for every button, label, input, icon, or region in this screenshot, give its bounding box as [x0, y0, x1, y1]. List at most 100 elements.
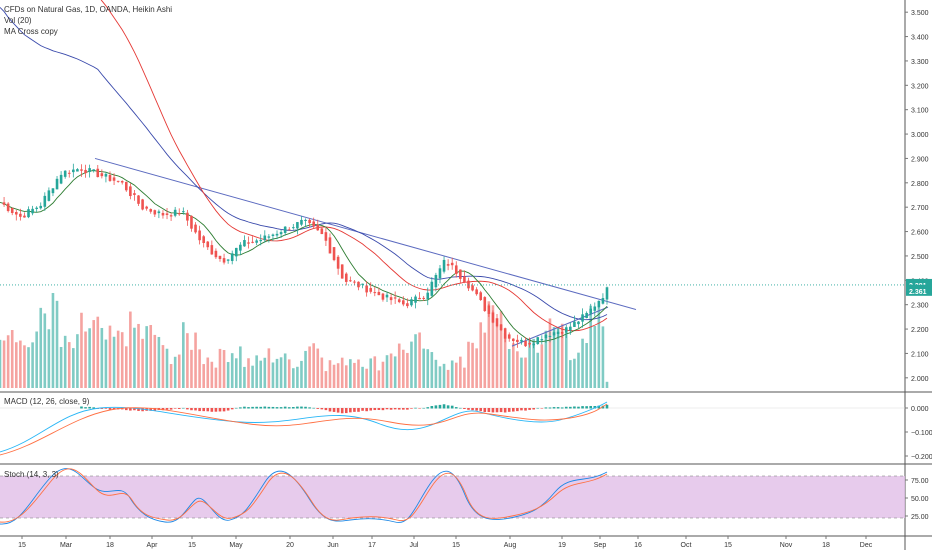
macd-histogram-bar [124, 408, 128, 411]
volume-bar [239, 346, 242, 388]
candle-body [6, 203, 10, 212]
macd-histogram-bar [512, 408, 515, 412]
volume-bar [141, 338, 144, 388]
candle-body [67, 172, 71, 174]
macd-histogram-bar [283, 406, 287, 409]
macd-histogram-bar [524, 408, 527, 411]
macd-histogram-bar [487, 408, 491, 413]
volume-bar [263, 357, 267, 388]
time-tick-label: 19 [558, 542, 566, 549]
volume-bar [202, 364, 205, 388]
trendline-resistance [94, 157, 637, 311]
candle-body [324, 232, 328, 241]
macd-histogram-bar [467, 408, 470, 410]
macd-histogram-bar [287, 407, 291, 409]
volume-bar [157, 336, 161, 388]
volume-bar [357, 359, 360, 388]
volume-bar [222, 350, 226, 388]
time-tick-label: 17 [368, 542, 376, 549]
candle-body [218, 255, 222, 259]
volume-bar [349, 359, 352, 388]
candle-body [414, 296, 417, 303]
volume-bar [544, 330, 548, 388]
volume-bar [573, 358, 576, 388]
volume-bar [19, 340, 22, 388]
volume-bar [259, 360, 263, 388]
candle-body [577, 321, 580, 325]
volume-indicator-label[interactable]: Vol (20) [4, 16, 32, 25]
candle-body [141, 199, 144, 210]
volume-bar [275, 358, 279, 388]
candle-body [47, 190, 51, 201]
macd-label[interactable]: MACD (12, 26, close, 9) [4, 397, 90, 406]
candle-body [560, 331, 564, 334]
candle-body [361, 283, 364, 285]
candle-body [410, 299, 413, 306]
volume-bar [23, 345, 26, 388]
price-tick-label: 2.000 [911, 376, 929, 383]
price-tick-label: 2.800 [911, 181, 929, 188]
stoch-tick-label: 50.00 [911, 496, 929, 503]
candle-body [365, 285, 368, 293]
macd-histogram-bar [161, 408, 165, 411]
time-tick-label: Mar [60, 542, 73, 549]
macd-histogram-bar [344, 408, 348, 414]
macd-histogram-bar [365, 408, 368, 412]
macd-histogram-bar [361, 408, 364, 411]
macd-histogram-bar [507, 408, 511, 412]
volume-bar [512, 343, 515, 388]
candle-body [377, 291, 381, 296]
macd-histogram-bar [336, 408, 340, 413]
chart-title[interactable]: CFDs on Natural Gas, 1D, OANDA, Heikin A… [4, 5, 173, 14]
time-tick-label: Oct [681, 542, 692, 549]
candle-body [31, 208, 34, 214]
volume-bar [120, 332, 124, 388]
candle-body [243, 240, 246, 247]
candle-body [296, 222, 299, 229]
volume-bar [332, 364, 336, 388]
macd-histogram-bar [499, 408, 503, 413]
stoch-label[interactable]: Stoch (14, 3, 3) [4, 470, 59, 479]
macd-histogram-bar [552, 407, 556, 409]
price-tick-label: 2.500 [911, 254, 929, 261]
volume-bar [499, 311, 503, 388]
candle-body [120, 181, 124, 183]
macd-histogram-bar [459, 407, 462, 409]
macd-line [0, 401, 608, 453]
macd-histogram-bar [271, 406, 275, 409]
candle-body [328, 237, 332, 254]
volume-bar [283, 353, 287, 388]
candle-body [340, 264, 344, 279]
macd-histogram-bar [483, 408, 487, 413]
volume-bar [597, 308, 601, 388]
macd-histogram-bar [173, 408, 177, 409]
candle-body [573, 321, 576, 327]
volume-bar [507, 349, 511, 388]
candle-body [569, 326, 572, 331]
candle-body [182, 211, 185, 213]
ma-indicator-label[interactable]: MA Cross copy [4, 27, 58, 36]
volume-bar [353, 362, 356, 388]
volume-bar [475, 348, 478, 388]
candle-body [507, 334, 511, 339]
candle-body [76, 169, 79, 172]
volume-bar [377, 370, 381, 388]
volume-bar [6, 335, 10, 388]
macd-histogram-bar [133, 408, 136, 411]
macd-histogram-bar [410, 408, 413, 409]
candle-body [308, 219, 311, 224]
macd-histogram-bar [516, 408, 519, 412]
macd-tick-label: 0.000 [911, 406, 929, 413]
macd-histogram-bar [426, 407, 430, 409]
volume-bar [316, 348, 320, 388]
macd-histogram-bar [503, 408, 507, 413]
candle-body [532, 343, 535, 346]
candle-body [214, 250, 218, 258]
volume-bar [381, 361, 385, 388]
volume-bar [605, 381, 609, 388]
candle-body [581, 314, 584, 322]
volume-bar [369, 358, 373, 388]
candle-body [312, 221, 315, 227]
